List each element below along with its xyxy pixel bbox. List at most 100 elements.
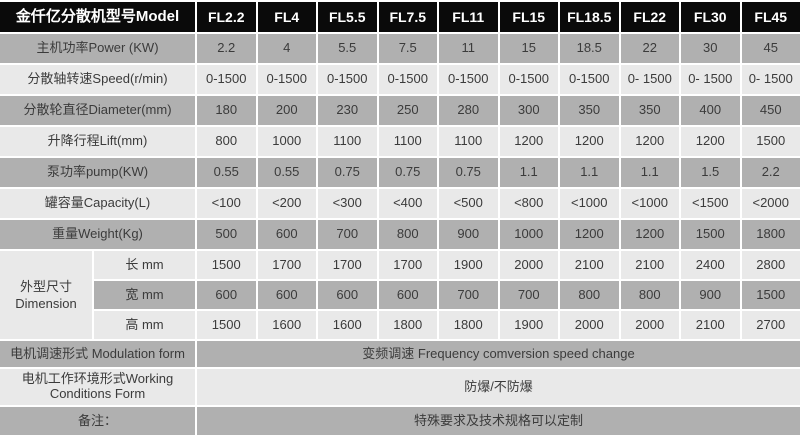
spec-value-cell: 1800 xyxy=(439,311,498,339)
spec-value-cell: 1000 xyxy=(257,127,316,156)
spec-value-cell: 0-1500 xyxy=(439,65,498,94)
spec-value-cell: 0-1500 xyxy=(560,65,619,94)
spec-value-cell: 800 xyxy=(378,220,437,249)
spec-value-cell: 1600 xyxy=(318,311,377,339)
spec-value-cell: <400 xyxy=(378,189,437,218)
spec-value-cell: 1600 xyxy=(257,311,316,339)
spec-value-cell: 45 xyxy=(741,34,800,63)
spec-row: 升降行程Lift(mm) 800 1000 1100 1100 1100 1200 1200 1… xyxy=(0,127,800,156)
spec-value-cell: <2000 xyxy=(741,189,800,218)
dimension-sub-label: 宽 mm xyxy=(94,281,195,309)
spec-value-cell: <1500 xyxy=(681,189,740,218)
spec-value-cell: 2000 xyxy=(560,311,619,339)
spec-row-label: 重量Weight(Kg) xyxy=(0,220,195,249)
spec-value-cell: 800 xyxy=(560,281,619,309)
spec-value-cell: 2700 xyxy=(741,311,800,339)
spec-value-cell: 0- 1500 xyxy=(620,65,679,94)
spec-value-cell: 230 xyxy=(318,96,377,125)
spec-value-cell: <300 xyxy=(318,189,377,218)
spec-value-cell: 0.75 xyxy=(439,158,498,187)
spec-row-label: 主机功率Power (KW) xyxy=(0,34,195,63)
spec-value-cell: 2.2 xyxy=(741,158,800,187)
dimension-sub-label: 高 mm xyxy=(94,311,195,339)
spec-row-label: 分散轴转速Speed(r/min) xyxy=(0,65,195,94)
dimension-label-en: Dimension xyxy=(15,296,77,311)
spec-value-cell: 0-1500 xyxy=(318,65,377,94)
spec-value-cell: 600 xyxy=(197,281,256,309)
spec-value-cell: 0.55 xyxy=(257,158,316,187)
model-column-header: FL30 xyxy=(681,2,740,32)
spec-value-cell: <1000 xyxy=(560,189,619,218)
spec-value-cell: 0- 1500 xyxy=(741,65,800,94)
spec-value-cell: 1000 xyxy=(499,220,558,249)
spec-value-cell: 700 xyxy=(318,220,377,249)
spec-value-cell: 2000 xyxy=(620,311,679,339)
spec-row-label: 分散轮直径Diameter(mm) xyxy=(0,96,195,125)
spec-value-cell: 800 xyxy=(620,281,679,309)
spec-value-cell: 11 xyxy=(439,34,498,63)
spec-value-cell: 2100 xyxy=(681,311,740,339)
model-column-header: FL4 xyxy=(257,2,316,32)
model-column-header: FL22 xyxy=(620,2,679,32)
spec-value-cell: 400 xyxy=(681,96,740,125)
spec-value-cell: 1100 xyxy=(318,127,377,156)
model-column-header: FL15 xyxy=(499,2,558,32)
spec-value-cell: 2000 xyxy=(499,251,558,279)
dimension-row: 高 mm 1500 1600 1600 1800 1800 1900 2000 2000 2100… xyxy=(0,311,800,339)
spec-value-cell: 0-1500 xyxy=(257,65,316,94)
spec-row-label: 升降行程Lift(mm) xyxy=(0,127,195,156)
spec-value-cell: 15 xyxy=(499,34,558,63)
spec-value-cell: 300 xyxy=(499,96,558,125)
spec-value-cell: 30 xyxy=(681,34,740,63)
spec-value-cell: 700 xyxy=(439,281,498,309)
spec-value-cell: 1700 xyxy=(378,251,437,279)
spec-row: 分散轮直径Diameter(mm) 180 200 230 250 280 300 350 35… xyxy=(0,96,800,125)
model-column-header: FL45 xyxy=(741,2,800,32)
spec-value-cell: 1500 xyxy=(681,220,740,249)
spec-value-cell: 1.5 xyxy=(681,158,740,187)
spec-value-cell: 700 xyxy=(499,281,558,309)
spec-value-cell: 1500 xyxy=(741,281,800,309)
spec-value-cell: 0.75 xyxy=(318,158,377,187)
spec-value-cell: 350 xyxy=(560,96,619,125)
spec-value-cell: 900 xyxy=(439,220,498,249)
spec-value-cell: 1900 xyxy=(439,251,498,279)
model-column-header: FL5.5 xyxy=(318,2,377,32)
spec-value-cell: 1700 xyxy=(257,251,316,279)
spec-value-cell: 500 xyxy=(197,220,256,249)
spec-value-cell: 2400 xyxy=(681,251,740,279)
spec-value-cell: 1100 xyxy=(439,127,498,156)
spec-value-cell: 600 xyxy=(378,281,437,309)
spec-value-cell: 1200 xyxy=(560,220,619,249)
spec-value-cell: 1.1 xyxy=(620,158,679,187)
spec-value-cell: 600 xyxy=(257,220,316,249)
spec-row-label: 泵功率pump(KW) xyxy=(0,158,195,187)
spec-value-cell: 1500 xyxy=(197,251,256,279)
table-title: 金仟亿分散机型号Model xyxy=(0,2,195,32)
spec-value-cell: 5.5 xyxy=(318,34,377,63)
spec-value-cell: 4 xyxy=(257,34,316,63)
spec-value-cell: 280 xyxy=(439,96,498,125)
spec-value-cell: <200 xyxy=(257,189,316,218)
spec-value-cell: 1200 xyxy=(620,220,679,249)
spec-value-cell: 18.5 xyxy=(560,34,619,63)
spec-value-cell: 600 xyxy=(318,281,377,309)
spec-value-cell: 1800 xyxy=(378,311,437,339)
spec-value-cell: 1900 xyxy=(499,311,558,339)
spec-value-cell: 0-1500 xyxy=(197,65,256,94)
dimension-row: 外型尺寸 Dimension 长 mm 1500 1700 1700 1700 1900 200… xyxy=(0,251,800,339)
spec-value-cell: 1200 xyxy=(560,127,619,156)
footer-row: 电机工作环境形式Working Conditions Form 防爆/不防爆 xyxy=(0,369,800,405)
footer-row: 备注： 特殊要求及技术规格可以定制 xyxy=(0,407,800,435)
spec-row: 分散轴转速Speed(r/min) 0-1500 0-1500 0-1500 0-150… xyxy=(0,65,800,94)
spec-value-cell: 1.1 xyxy=(560,158,619,187)
footer-row-value: 变频调速 Frequency comversion speed change xyxy=(197,341,800,367)
spec-value-cell: 0-1500 xyxy=(378,65,437,94)
spec-value-cell: 450 xyxy=(741,96,800,125)
spec-value-cell: 0-1500 xyxy=(499,65,558,94)
spec-value-cell: 2100 xyxy=(560,251,619,279)
spec-value-cell: 7.5 xyxy=(378,34,437,63)
spec-value-cell: 800 xyxy=(197,127,256,156)
spec-value-cell: 350 xyxy=(620,96,679,125)
